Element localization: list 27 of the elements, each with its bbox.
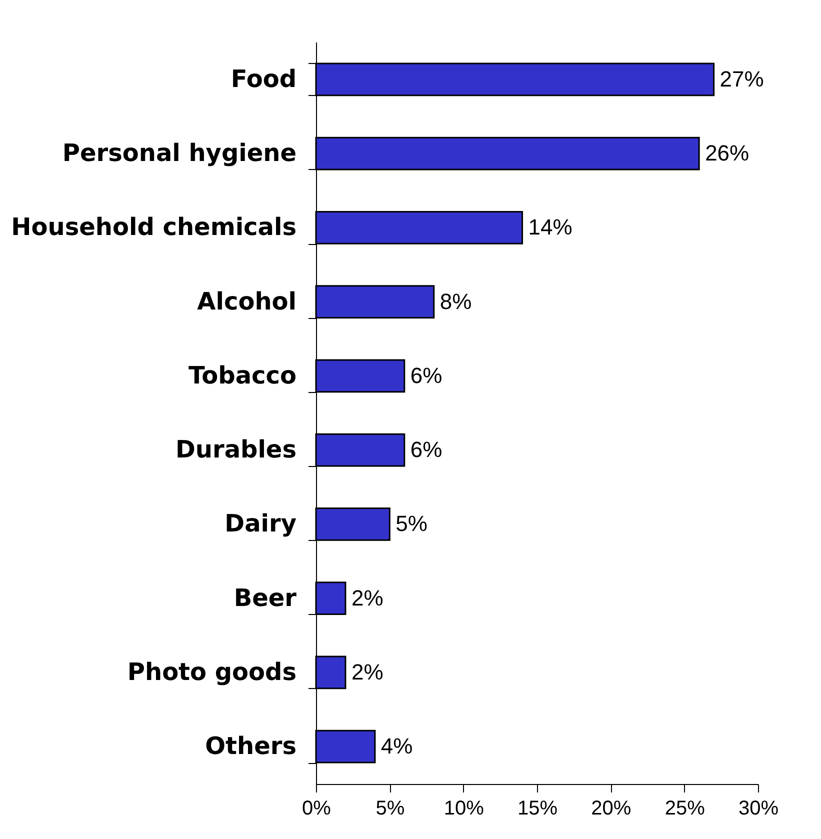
- y-tick-label: Beer: [234, 584, 297, 612]
- x-tick-label: 25%: [664, 798, 706, 820]
- x-tick-label: 0%: [302, 798, 332, 820]
- y-tick-label: Alcohol: [197, 287, 296, 316]
- y-tick-label: Tobacco: [188, 361, 296, 390]
- y-tick-label: Durables: [175, 436, 296, 464]
- x-tick-label: 20%: [591, 798, 632, 820]
- y-tick-label: Household chemicals: [11, 213, 296, 242]
- data-label: 26%: [705, 140, 750, 166]
- y-tick-label: Dairy: [224, 510, 297, 538]
- y-tick-label: Food: [230, 64, 296, 93]
- data-label: 8%: [440, 288, 472, 314]
- data-label: 6%: [410, 437, 442, 462]
- y-tick-label: Photo goods: [127, 658, 296, 686]
- data-label: 27%: [720, 66, 764, 92]
- data-label: 2%: [351, 659, 384, 684]
- y-tick-label: Others: [205, 732, 296, 760]
- x-tick-label: 30%: [738, 798, 779, 820]
- data-label: 14%: [528, 214, 572, 240]
- data-label: 2%: [351, 585, 384, 610]
- data-label: 6%: [410, 362, 442, 388]
- data-label: 5%: [396, 511, 428, 536]
- x-tick-label: 5%: [376, 798, 405, 820]
- x-tick-label: 10%: [444, 798, 484, 820]
- x-tick-label: 15%: [517, 798, 558, 820]
- y-tick-label: Personal hygiene: [62, 139, 296, 168]
- data-label: 4%: [380, 734, 413, 759]
